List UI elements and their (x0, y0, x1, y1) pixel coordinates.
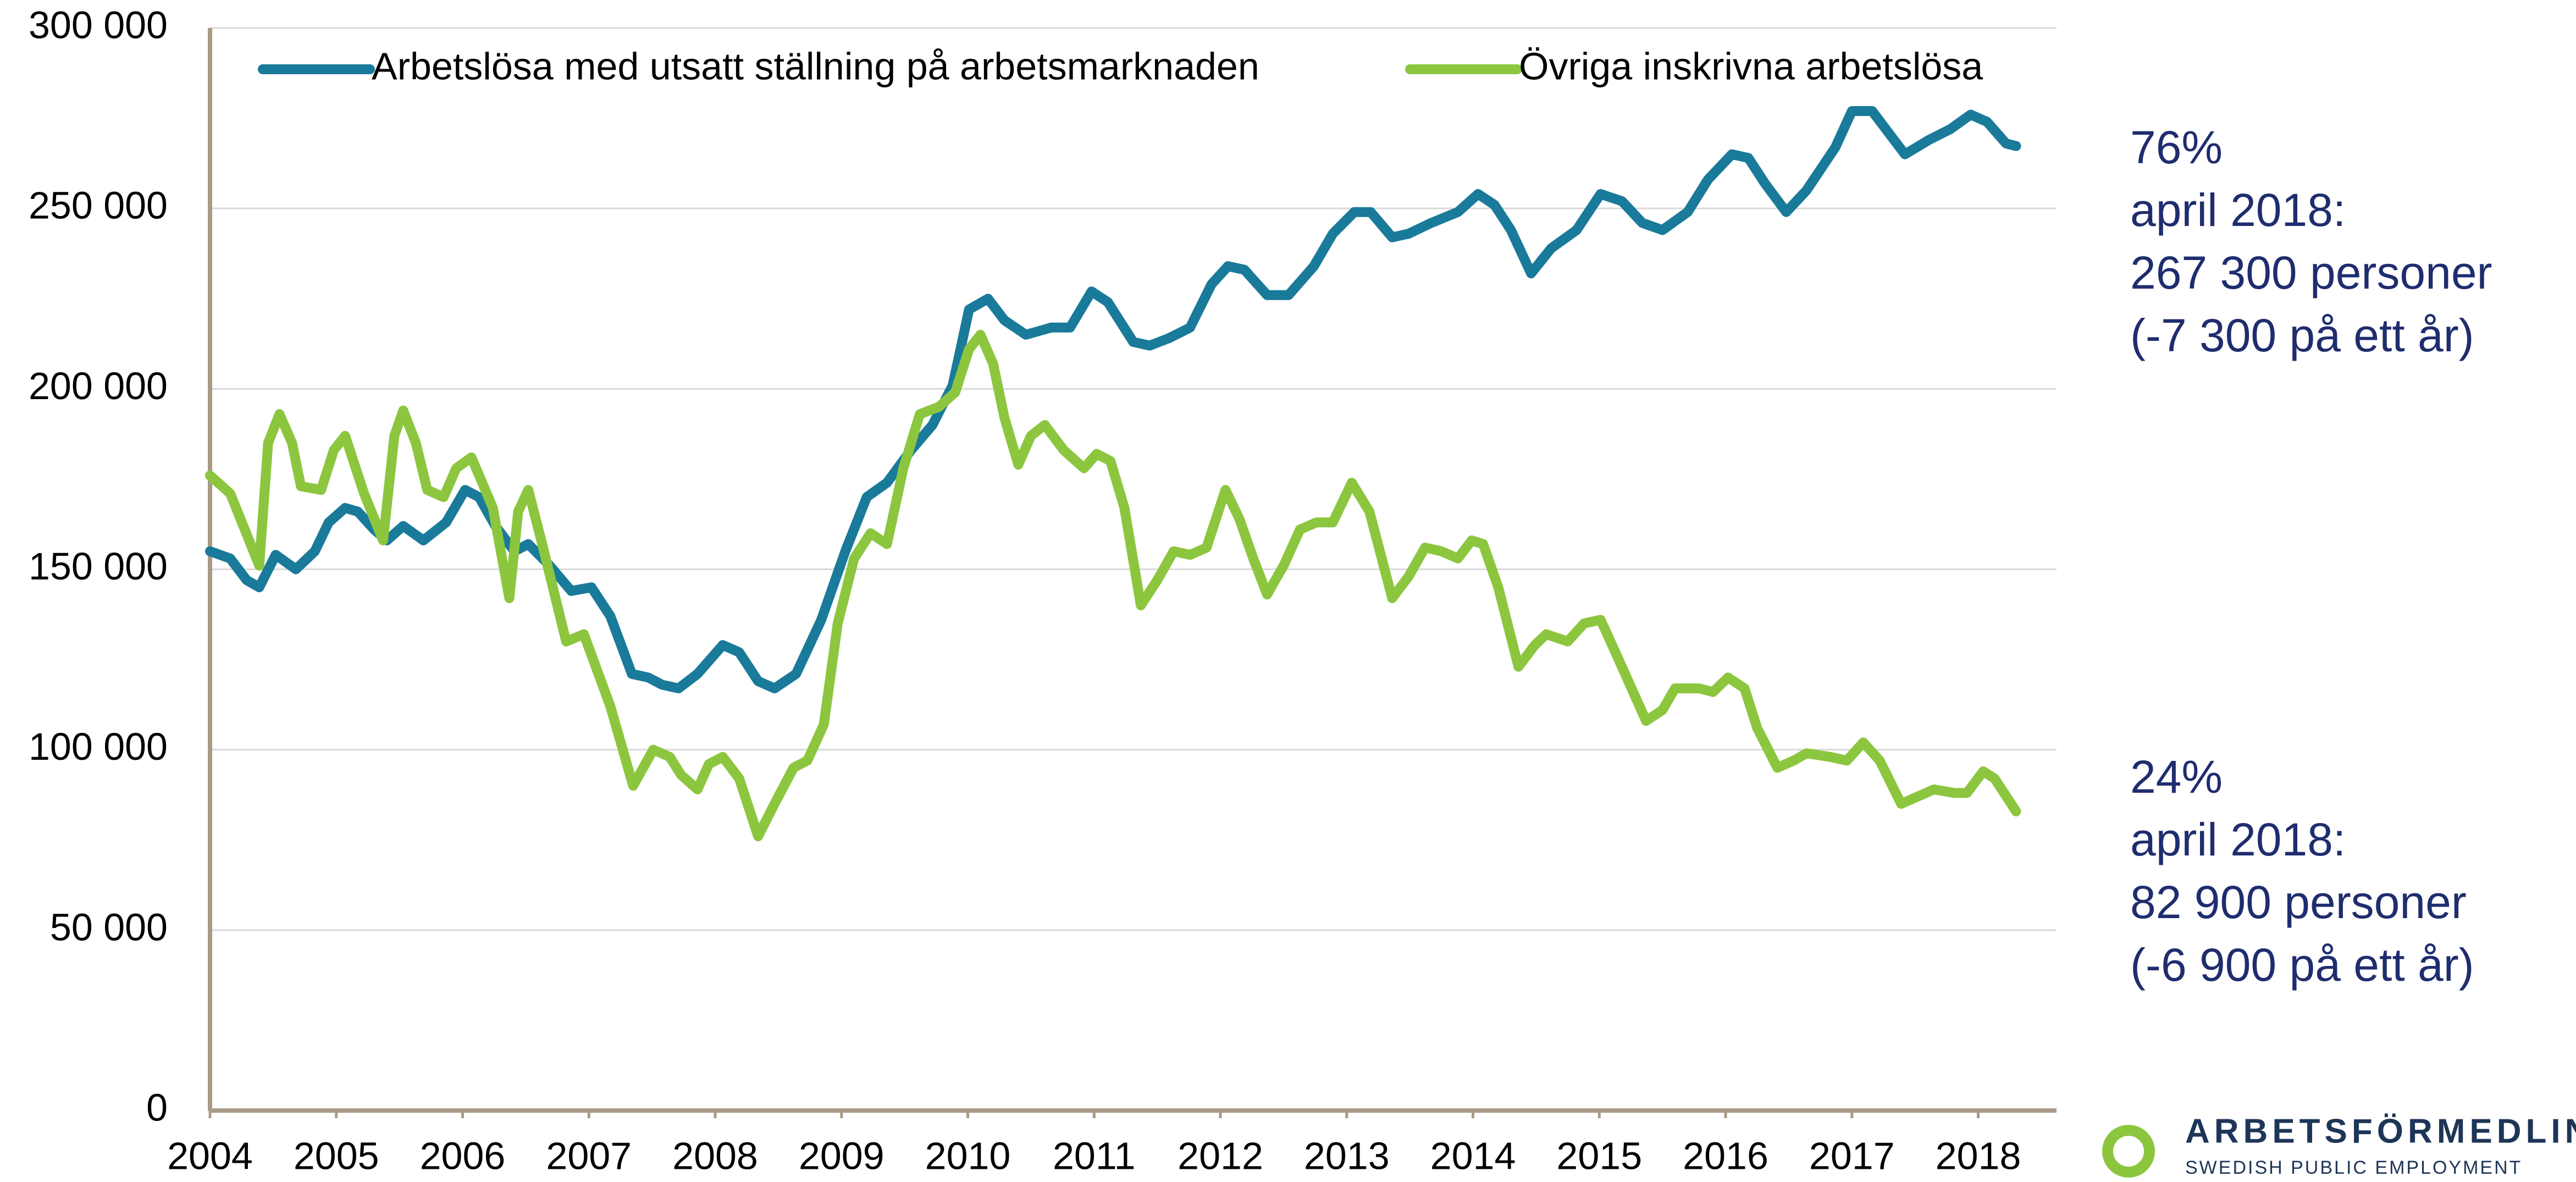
annotation: 76% (2130, 121, 2223, 173)
x-tick-label: 2011 (1053, 1134, 1136, 1177)
x-tick-label: 2012 (1178, 1134, 1263, 1177)
logo-subtitle: SWEDISH PUBLIC EMPLOYMENT (2185, 1157, 2522, 1178)
logo-name: ARBETSFÖRMEDLIN (2185, 1112, 2576, 1150)
annotation: april 2018: (2130, 184, 2346, 236)
y-tick-label: 100 000 (29, 725, 168, 768)
x-tick-label: 2017 (1809, 1134, 1895, 1177)
y-tick-label: 200 000 (29, 364, 168, 407)
annotation: april 2018: (2130, 814, 2346, 865)
y-tick-label: 150 000 (29, 545, 168, 588)
x-tick-label: 2014 (1430, 1134, 1516, 1177)
x-tick-label: 2008 (672, 1134, 758, 1177)
annotation: 267 300 personer (2130, 247, 2492, 299)
x-tick-label: 2010 (925, 1134, 1011, 1177)
annotation: (-7 300 på ett år) (2130, 310, 2474, 361)
y-tick-label: 0 (146, 1086, 168, 1129)
x-tick-label: 2005 (294, 1134, 379, 1177)
series-line (205, 106, 2021, 694)
annotation: 82 900 personer (2130, 876, 2467, 928)
annotation: (-6 900 på ett år) (2130, 939, 2474, 991)
y-tick-label: 250 000 (29, 184, 168, 227)
x-tick-label: 2009 (799, 1134, 885, 1177)
y-tick-label: 300 000 (29, 3, 168, 46)
x-tick-label: 2015 (1556, 1134, 1642, 1177)
x-tick-label: 2016 (1683, 1134, 1768, 1177)
legend-label: Övriga inskrivna arbetslösa (1519, 45, 1983, 87)
x-tick-label: 2018 (1936, 1134, 2021, 1177)
x-tick-label: 2013 (1304, 1134, 1390, 1177)
annotation: 24% (2130, 751, 2223, 803)
series-line (205, 329, 2021, 842)
legend-label: Arbetslösa med utsatt ställning på arbet… (372, 45, 1259, 87)
logo-icon (2102, 1125, 2155, 1178)
x-tick-label: 2004 (167, 1134, 253, 1177)
y-tick-label: 50 000 (50, 905, 168, 948)
x-tick-label: 2007 (546, 1134, 632, 1177)
x-tick-label: 2006 (420, 1134, 506, 1177)
